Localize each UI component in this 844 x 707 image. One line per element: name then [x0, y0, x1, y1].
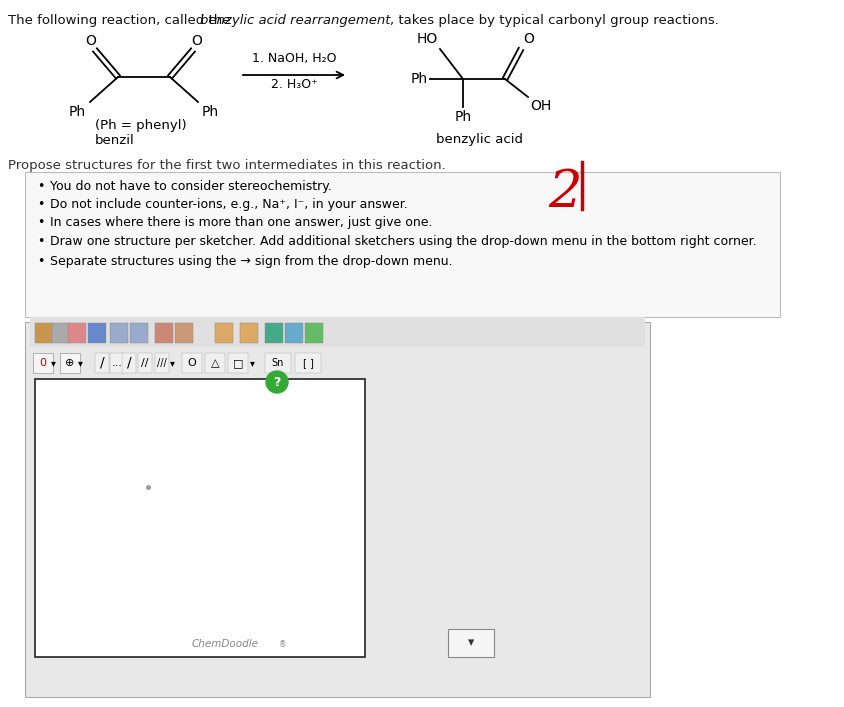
Bar — [265, 323, 283, 343]
Text: O: O — [85, 34, 96, 48]
Text: 0: 0 — [40, 358, 46, 368]
Text: •: • — [37, 180, 45, 193]
Text: △: △ — [210, 358, 219, 368]
Text: The following reaction, called the: The following reaction, called the — [8, 14, 235, 27]
Text: [ ]: [ ] — [302, 358, 313, 368]
Text: 2. H₃O⁺: 2. H₃O⁺ — [270, 78, 317, 91]
Bar — [214, 323, 233, 343]
Text: Separate structures using the → sign from the drop-down menu.: Separate structures using the → sign fro… — [50, 255, 452, 268]
Bar — [138, 353, 152, 373]
Bar — [154, 323, 173, 343]
Bar — [154, 353, 169, 373]
Text: ▾: ▾ — [468, 636, 473, 650]
Bar — [305, 323, 322, 343]
Text: 1. NaOH, H₂O: 1. NaOH, H₂O — [252, 52, 336, 65]
Bar — [25, 172, 779, 317]
Text: ▾: ▾ — [78, 358, 83, 368]
Bar — [284, 323, 303, 343]
Text: ▾: ▾ — [249, 358, 254, 368]
Text: /: / — [127, 356, 131, 370]
Text: ...: ... — [111, 358, 122, 368]
Bar — [122, 353, 136, 373]
Text: Ph: Ph — [454, 110, 471, 124]
Text: Do not include counter-ions, e.g., Na⁺, I⁻, in your answer.: Do not include counter-ions, e.g., Na⁺, … — [50, 198, 408, 211]
Text: (Ph = phenyl): (Ph = phenyl) — [95, 119, 187, 132]
Text: •: • — [37, 198, 45, 211]
Bar — [175, 323, 192, 343]
Text: •: • — [37, 216, 45, 229]
Text: •: • — [37, 255, 45, 268]
Bar — [110, 323, 127, 343]
Bar — [52, 323, 70, 343]
Text: ®: ® — [279, 640, 286, 649]
Text: O: O — [187, 358, 196, 368]
Text: You do not have to consider stereochemistry.: You do not have to consider stereochemis… — [50, 180, 332, 193]
Text: ///: /// — [157, 358, 166, 368]
Bar — [60, 353, 80, 373]
Bar — [130, 323, 148, 343]
Text: benzil: benzil — [95, 134, 134, 147]
Text: ▾: ▾ — [51, 358, 56, 368]
Text: □: □ — [232, 358, 243, 368]
Text: benzylic acid: benzylic acid — [436, 133, 523, 146]
Text: Ph: Ph — [410, 72, 428, 86]
Bar — [205, 353, 225, 373]
Bar — [181, 353, 202, 373]
Text: Propose structures for the first two intermediates in this reaction.: Propose structures for the first two int… — [8, 159, 446, 172]
Bar — [228, 353, 247, 373]
Text: ChemDoodle: ChemDoodle — [192, 639, 258, 649]
Text: HO: HO — [416, 32, 437, 46]
Text: OH: OH — [529, 99, 550, 113]
Bar — [25, 322, 649, 697]
Bar — [88, 323, 106, 343]
Text: Ph: Ph — [69, 105, 86, 119]
Text: , takes place by typical carbonyl group reactions.: , takes place by typical carbonyl group … — [390, 14, 718, 27]
Text: ▾: ▾ — [170, 358, 174, 368]
Text: Ph: Ph — [202, 105, 219, 119]
Bar — [30, 317, 644, 347]
Text: O: O — [522, 32, 533, 46]
Text: 2: 2 — [548, 167, 581, 218]
Bar — [68, 323, 86, 343]
Bar — [447, 629, 494, 657]
Text: ?: ? — [273, 375, 280, 389]
Bar — [33, 353, 53, 373]
Text: Draw one structure per sketcher. Add additional sketchers using the drop-down me: Draw one structure per sketcher. Add add… — [50, 235, 755, 248]
Bar — [110, 353, 124, 373]
Text: //: // — [141, 358, 149, 368]
Bar — [35, 323, 53, 343]
Text: In cases where there is more than one answer, just give one.: In cases where there is more than one an… — [50, 216, 432, 229]
Bar — [295, 353, 321, 373]
Text: /: / — [100, 356, 104, 370]
Text: O: O — [192, 34, 203, 48]
Bar — [95, 353, 109, 373]
Circle shape — [266, 371, 288, 393]
Text: ⊕: ⊕ — [65, 358, 74, 368]
Bar — [265, 353, 290, 373]
Text: Sn: Sn — [272, 358, 284, 368]
Bar — [35, 379, 365, 657]
Text: benzylic acid rearrangement: benzylic acid rearrangement — [200, 14, 390, 27]
Bar — [30, 347, 644, 377]
Text: •: • — [37, 235, 45, 248]
Bar — [240, 323, 257, 343]
